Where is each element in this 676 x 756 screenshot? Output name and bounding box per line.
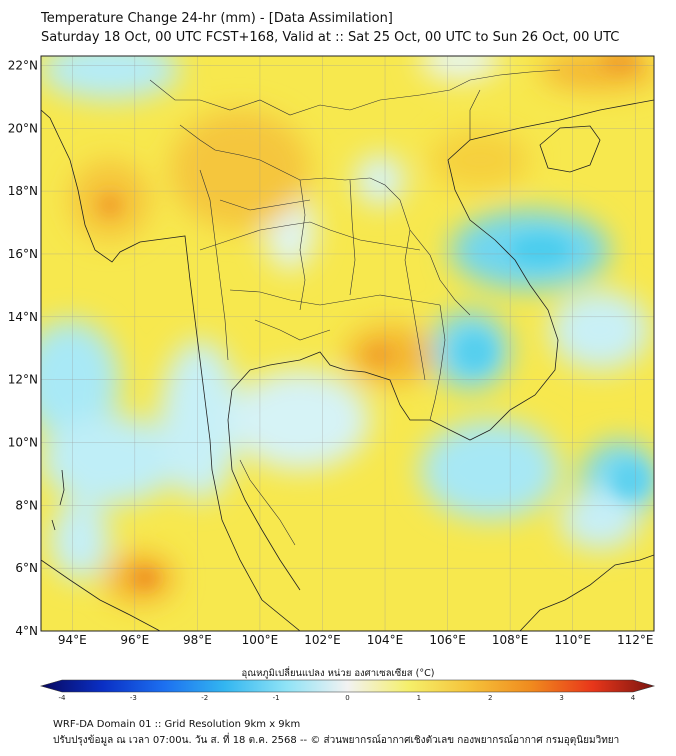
lon-tick-label: 110°E xyxy=(554,633,591,647)
map-frame xyxy=(40,55,655,632)
lon-tick-label: 108°E xyxy=(492,633,529,647)
colorbar-tick-label: 2 xyxy=(488,694,492,702)
colorbar-tick-label: 4 xyxy=(631,694,636,702)
graticule xyxy=(41,56,654,631)
coastlines xyxy=(41,99,654,631)
colorbar-tick-label: 3 xyxy=(559,694,563,702)
lon-tick-label: 104°E xyxy=(367,633,404,647)
borders xyxy=(149,69,561,546)
lat-tick-label: 20°N xyxy=(8,121,38,135)
lat-tick-label: 12°N xyxy=(8,373,38,387)
colorbar-tick-label: 0 xyxy=(345,694,349,702)
latitude-labels: 22°N 20°N 18°N 16°N 14°N 12°N 10°N 8°N 6°N 4°N xyxy=(8,58,38,638)
longitude-labels: 94°E 96°E 98°E 100°E 102°E 104°E 106°E 108°E 110… xyxy=(58,633,654,647)
lat-tick-label: 4°N xyxy=(15,624,38,638)
lat-tick-label: 16°N xyxy=(8,247,38,261)
lat-tick-label: 10°N xyxy=(8,435,38,449)
colorbar-tick-label: -1 xyxy=(273,694,280,702)
temperature-field xyxy=(41,56,654,631)
lat-tick-label: 8°N xyxy=(15,498,38,512)
lat-tick-label: 6°N xyxy=(15,561,38,575)
lon-tick-label: 102°E xyxy=(304,633,341,647)
colorbar: -4 -3 -2 -1 0 1 2 3 4 xyxy=(39,679,656,702)
lon-tick-label: 106°E xyxy=(429,633,466,647)
footer-grid-info: WRF-DA Domain 01 :: Grid Resolution 9km … xyxy=(53,719,301,730)
lat-tick-label: 18°N xyxy=(8,184,38,198)
colorbar-tick-label: -3 xyxy=(130,694,137,702)
colorbar-tick-label: -4 xyxy=(59,694,67,702)
footer-credit: ปรับปรุงข้อมูล ณ เวลา 07:00น. วัน ส. ที่… xyxy=(53,735,620,746)
lon-tick-label: 100°E xyxy=(242,633,279,647)
map-title: Temperature Change 24-hr (mm) - [Data As… xyxy=(41,11,393,26)
lon-tick-label: 96°E xyxy=(120,633,149,647)
lon-tick-label: 98°E xyxy=(183,633,212,647)
lon-tick-label: 112°E xyxy=(617,633,654,647)
lon-tick-label: 94°E xyxy=(58,633,87,647)
colorbar-tick-label: -2 xyxy=(201,694,208,702)
colorbar-title: อุณหภูมิเปลี่ยนแปลง หน่วย องศาเซลเซียส (… xyxy=(241,668,435,679)
colorbar-tick-label: 1 xyxy=(417,694,421,702)
lat-tick-label: 14°N xyxy=(8,310,38,324)
map-subtitle: Saturday 18 Oct, 00 UTC FCST+168, Valid … xyxy=(41,30,620,45)
lat-tick-label: 22°N xyxy=(8,58,38,72)
